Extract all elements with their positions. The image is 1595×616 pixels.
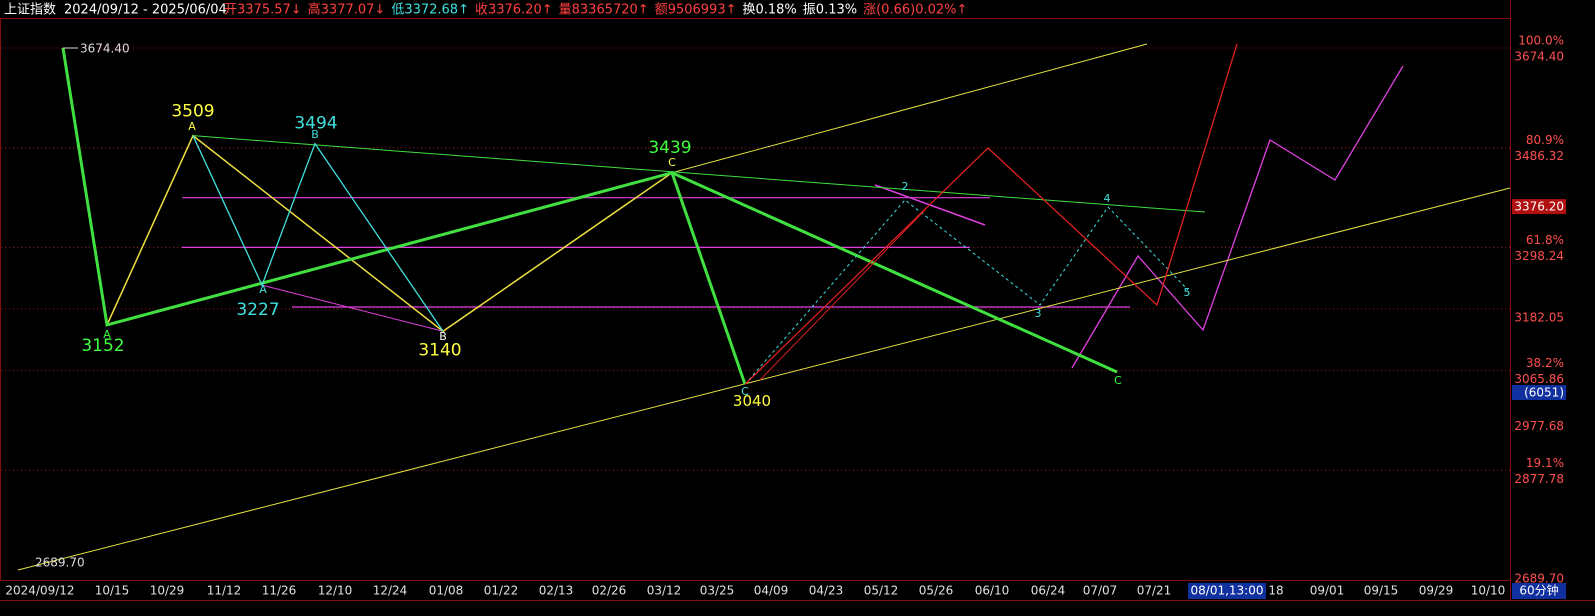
date-label: 06/10 bbox=[975, 584, 1010, 598]
volume-note: (6051) bbox=[1524, 386, 1564, 400]
wave-mark: C bbox=[741, 385, 749, 398]
fib-label: 100.0% bbox=[1518, 34, 1564, 48]
date-label: 04/23 bbox=[809, 584, 844, 598]
date-label: 02/26 bbox=[592, 584, 627, 598]
price-label: 2877.78 bbox=[1514, 472, 1564, 486]
header-field: 换0.18% bbox=[742, 3, 796, 18]
date-label: 05/26 bbox=[919, 584, 954, 598]
date-label: 07/07 bbox=[1083, 584, 1118, 598]
wave-mark: 4 bbox=[1104, 192, 1111, 205]
current-price-box bbox=[1512, 199, 1566, 215]
date-label: 09/15 bbox=[1364, 584, 1399, 598]
price-label: 3065.86 bbox=[1514, 372, 1564, 386]
date-label: 10/29 bbox=[150, 584, 185, 598]
wave-line bbox=[17, 187, 1511, 571]
volume-box bbox=[1512, 385, 1566, 400]
date-label: 07/21 bbox=[1137, 584, 1172, 598]
fib-label: 80.9% bbox=[1526, 133, 1564, 147]
date-label: 05/12 bbox=[864, 584, 899, 598]
wave-mark: A bbox=[259, 283, 267, 296]
pivot-label: 3152 bbox=[81, 336, 124, 356]
wave-mark: A bbox=[188, 120, 196, 133]
price-label: 3486.32 bbox=[1514, 149, 1564, 163]
fib-label: 61.8% bbox=[1526, 233, 1564, 247]
date-label: 03/12 bbox=[647, 584, 682, 598]
wave-mark: B bbox=[311, 128, 319, 141]
wave-mark: A bbox=[103, 328, 111, 341]
price-label: 3674.40 bbox=[1514, 50, 1564, 64]
fib-label: 19.1% bbox=[1526, 456, 1564, 470]
wave-line bbox=[192, 135, 444, 332]
header-field: 收3376.20↑ bbox=[475, 3, 553, 18]
date-label: 09/01 bbox=[1310, 584, 1345, 598]
date-label: 02/13 bbox=[539, 584, 574, 598]
price-label: 3298.24 bbox=[1514, 249, 1564, 263]
date-label: 11/12 bbox=[207, 584, 242, 598]
date-label: 18 bbox=[1268, 584, 1283, 598]
wave-line bbox=[671, 171, 1118, 374]
header-field: 开3375.57↓ bbox=[224, 3, 302, 18]
header-field: 额9506993↑ bbox=[655, 3, 737, 18]
period: 60分钟 bbox=[1519, 583, 1558, 598]
wave-line bbox=[671, 43, 1148, 174]
wave-mark: 3 bbox=[1035, 307, 1042, 320]
fib-label: 38.2% bbox=[1526, 356, 1564, 370]
wave-line bbox=[744, 43, 1238, 385]
wave-line bbox=[759, 209, 926, 381]
pivot-label: 3140 bbox=[418, 340, 461, 360]
wave-mark: 2 bbox=[902, 180, 909, 193]
pivot-label: 3439 bbox=[648, 138, 691, 158]
wave-line bbox=[1071, 65, 1404, 369]
current-price: 3376.20 bbox=[1514, 200, 1564, 214]
date-label: 11/26 bbox=[262, 584, 297, 598]
wave-line bbox=[106, 134, 673, 333]
price-label: 3182.05 bbox=[1514, 311, 1564, 325]
pivot-label: 2689.70 bbox=[35, 556, 85, 570]
date-label: 10/10 bbox=[1471, 584, 1506, 598]
header: 上证指数 2024/09/12 - 2025/06/04 bbox=[4, 3, 227, 18]
price-label: 2689.70 bbox=[1514, 572, 1564, 586]
date-label: 01/22 bbox=[484, 584, 519, 598]
pivot-label: 3509 bbox=[171, 102, 214, 122]
pivot-label: 3227 bbox=[236, 300, 279, 320]
date-label: 12/10 bbox=[318, 584, 353, 598]
period-box bbox=[1512, 583, 1566, 599]
wave-line bbox=[61, 47, 747, 385]
date-label: 01/08 bbox=[429, 584, 464, 598]
date-label: 06/24 bbox=[1031, 584, 1066, 598]
date-label: 10/15 bbox=[95, 584, 130, 598]
date-label: 09/29 bbox=[1419, 584, 1454, 598]
wave-mark: 5 bbox=[1184, 286, 1191, 299]
pivot-label: 3674.40 bbox=[80, 42, 130, 56]
wave-line bbox=[744, 199, 1189, 385]
date-label: 2024/09/12 bbox=[5, 584, 74, 598]
price-label: 2977.68 bbox=[1514, 419, 1564, 433]
wave-line bbox=[192, 135, 1206, 213]
wave-line bbox=[261, 284, 444, 332]
index-name: 上证指数 bbox=[4, 3, 56, 18]
wave-mark: C bbox=[1114, 374, 1122, 387]
header-field: 低3372.68↑ bbox=[391, 3, 469, 18]
time-cursor: 08/01,13:00 bbox=[1191, 584, 1264, 598]
header-field: 高3377.07↓ bbox=[308, 2, 386, 18]
header-field: 振0.13% bbox=[803, 3, 857, 18]
date-label: 12/24 bbox=[373, 584, 408, 598]
header-field: 量83365720↑ bbox=[559, 3, 649, 18]
date-label: 04/09 bbox=[754, 584, 789, 598]
date-label: 03/25 bbox=[700, 584, 735, 598]
wave-mark: B bbox=[439, 330, 447, 343]
wave-mark: C bbox=[668, 156, 676, 169]
pivot-label: 3040 bbox=[733, 392, 771, 410]
cursor-box bbox=[1188, 583, 1266, 599]
header-field: 涨(0.66)0.02%↑ bbox=[863, 3, 967, 18]
date-range: 2024/09/12 - 2025/06/04 bbox=[64, 3, 227, 18]
pivot-label: 3494 bbox=[294, 114, 337, 134]
